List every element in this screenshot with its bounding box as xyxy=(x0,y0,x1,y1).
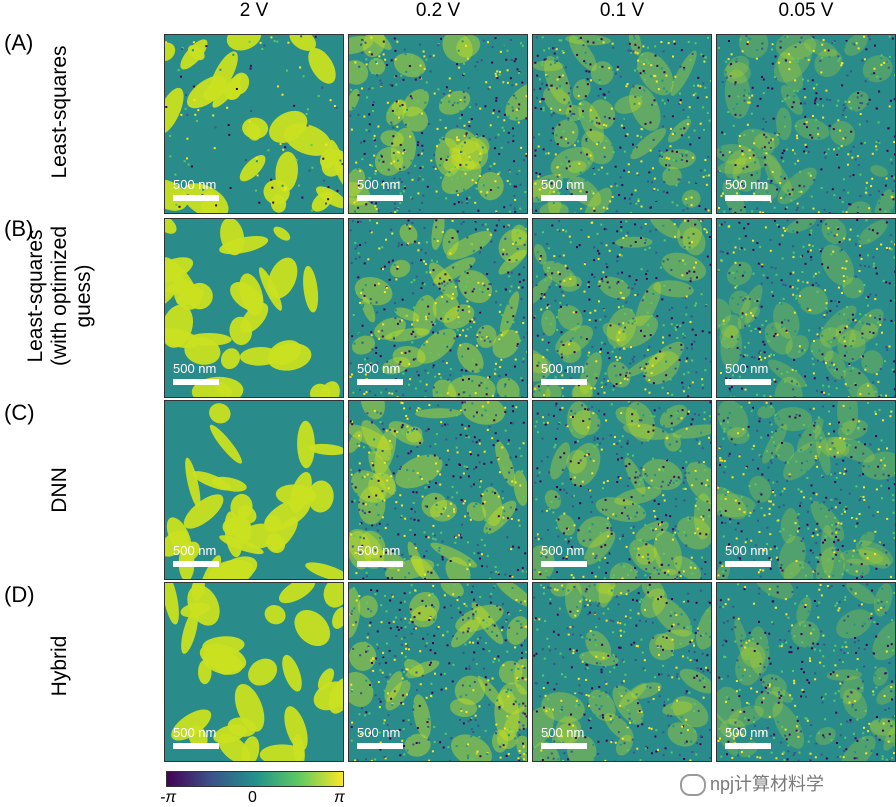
phase-map-panel: 500 nm xyxy=(716,34,896,214)
phase-map-panel: 500 nm xyxy=(348,34,528,214)
scalebar xyxy=(725,195,771,201)
colorbar xyxy=(166,771,344,787)
scalebar-label: 500 nm xyxy=(357,177,400,192)
scalebar-label: 500 nm xyxy=(173,177,216,192)
scalebar xyxy=(541,743,587,749)
row-letter-d: (D) xyxy=(4,582,35,608)
scalebar-label: 500 nm xyxy=(725,725,768,740)
scalebar xyxy=(357,379,403,385)
scalebar-label: 500 nm xyxy=(541,725,584,740)
phase-map-panel: 500 nm xyxy=(716,582,896,762)
colorbar-min-label: -π xyxy=(160,789,176,807)
phase-map-panel: 500 nm xyxy=(164,34,344,214)
scalebar xyxy=(541,561,587,567)
scalebar-label: 500 nm xyxy=(173,361,216,376)
column-header-0.1v: 0.1 V xyxy=(532,0,712,22)
column-header-0.05v: 0.05 V xyxy=(716,0,896,22)
row-label-dnn: DNN xyxy=(48,420,72,560)
scalebar xyxy=(725,379,771,385)
scalebar xyxy=(173,561,219,567)
scalebar-label: 500 nm xyxy=(357,543,400,558)
scalebar xyxy=(357,561,403,567)
scalebar-label: 500 nm xyxy=(541,361,584,376)
column-header-2v: 2 V xyxy=(164,0,344,22)
row-letter-a: (A) xyxy=(4,30,33,56)
phase-map-panel: 500 nm xyxy=(716,218,896,398)
phase-map-panel: 500 nm xyxy=(348,218,528,398)
scalebar-label: 500 nm xyxy=(725,177,768,192)
scalebar xyxy=(173,195,219,201)
phase-map-panel: 500 nm xyxy=(532,34,712,214)
scalebar-label: 500 nm xyxy=(173,725,216,740)
wechat-icon xyxy=(680,774,706,796)
scalebar-label: 500 nm xyxy=(173,543,216,558)
colorbar-max-label: π xyxy=(334,789,345,807)
row-label-hybrid: Hybrid xyxy=(48,596,72,736)
phase-map-panel: 500 nm xyxy=(348,582,528,762)
phase-map-panel: 500 nm xyxy=(164,582,344,762)
column-header-0.2v: 0.2 V xyxy=(348,0,528,22)
row-label-least-squares: Least-squares xyxy=(48,42,72,182)
scalebar xyxy=(357,743,403,749)
scalebar-label: 500 nm xyxy=(725,361,768,376)
phase-map-panel: 500 nm xyxy=(164,218,344,398)
row-letter-c: (C) xyxy=(4,400,35,426)
scalebar-label: 500 nm xyxy=(541,177,584,192)
phase-map-panel: 500 nm xyxy=(164,400,344,580)
scalebar-label: 500 nm xyxy=(541,543,584,558)
phase-map-panel: 500 nm xyxy=(532,218,712,398)
row-label-least-squares-optimized: Least-squares (with optimized guess) xyxy=(24,196,96,396)
scalebar-label: 500 nm xyxy=(357,361,400,376)
colorbar-mid-label: 0 xyxy=(248,789,257,807)
scalebar xyxy=(357,195,403,201)
phase-map-panel: 500 nm xyxy=(532,400,712,580)
scalebar xyxy=(725,743,771,749)
phase-map-panel: 500 nm xyxy=(532,582,712,762)
scalebar xyxy=(541,379,587,385)
scalebar xyxy=(173,379,219,385)
scalebar-label: 500 nm xyxy=(725,543,768,558)
scalebar xyxy=(173,743,219,749)
scalebar xyxy=(725,561,771,567)
scalebar xyxy=(541,195,587,201)
scalebar-label: 500 nm xyxy=(357,725,400,740)
watermark: npj计算材料学 xyxy=(680,770,824,796)
phase-map-panel: 500 nm xyxy=(716,400,896,580)
phase-map-panel: 500 nm xyxy=(348,400,528,580)
